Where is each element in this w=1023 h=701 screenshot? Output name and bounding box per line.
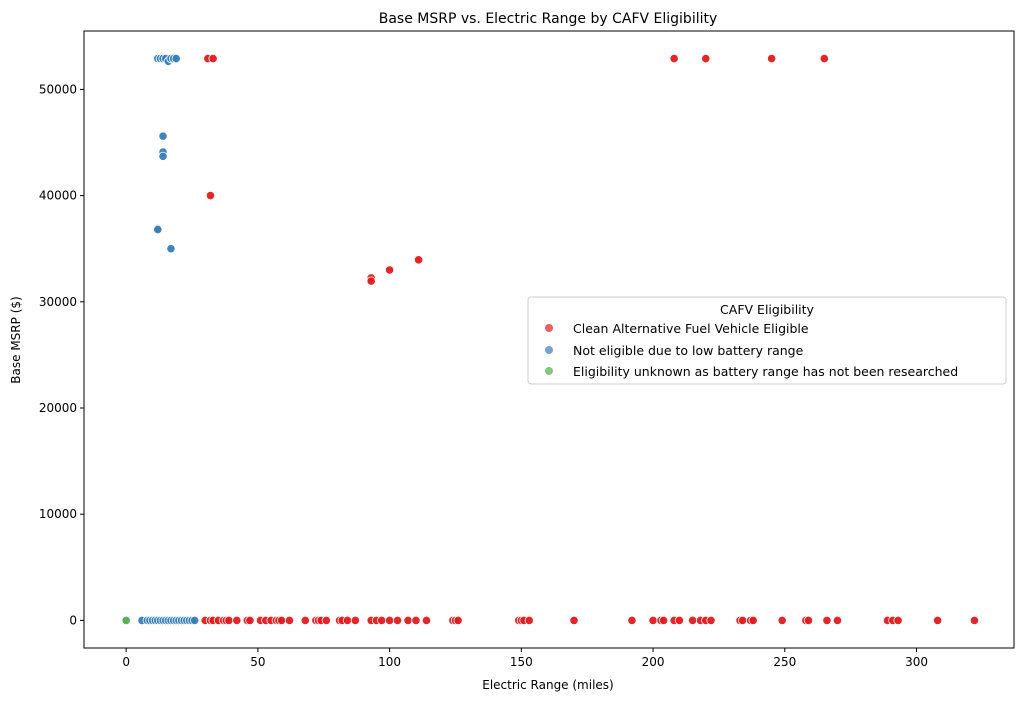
y-axis-label: Base MSRP ($) (9, 296, 23, 383)
y-axis: 0 10000 20000 30000 40000 50000 (39, 82, 84, 627)
data-point-eligible (366, 276, 376, 286)
legend-label-not-eligible: Not eligible due to low battery range (573, 343, 804, 358)
data-point-eligible (385, 265, 395, 275)
y-tick-label: 40000 (39, 189, 77, 203)
legend: CAFV Eligibility Clean Alternative Fuel … (527, 296, 1007, 385)
x-tick-label: 250 (773, 655, 796, 669)
data-point-eligible (342, 615, 353, 625)
data-point-eligible (392, 615, 403, 625)
data-point-eligible (524, 615, 534, 625)
data-point-eligible (300, 615, 310, 625)
data-point-eligible (224, 615, 234, 625)
x-tick-label: 50 (250, 655, 265, 669)
data-point-not-eligible (158, 131, 168, 141)
data-point-eligible (659, 615, 669, 625)
series-eligible (200, 54, 980, 625)
x-tick-label: 0 (122, 655, 130, 669)
legend-marker-eligible (545, 324, 553, 332)
data-point-eligible (276, 615, 287, 625)
series-unknown (121, 615, 131, 625)
data-point-eligible (411, 615, 421, 625)
data-point-eligible (674, 615, 685, 625)
data-point-eligible (803, 615, 814, 625)
data-point-eligible (569, 615, 579, 625)
data-point-eligible (701, 54, 711, 64)
legend-label-eligible: Clean Alternative Fuel Vehicle Eligible (573, 321, 809, 336)
data-point-eligible (377, 615, 387, 625)
data-point-not-eligible (171, 54, 181, 64)
data-point-eligible (208, 54, 218, 64)
legend-entry-not-eligible: Not eligible due to low battery range (545, 343, 804, 358)
legend-marker-not-eligible (545, 346, 553, 354)
data-point-not-eligible (158, 151, 168, 161)
y-tick-label: 10000 (39, 507, 77, 521)
y-tick-label: 20000 (39, 401, 77, 415)
data-point-eligible (893, 615, 903, 625)
data-point-not-eligible (153, 224, 163, 235)
legend-entry-unknown: Eligibility unknown as battery range has… (545, 364, 958, 379)
data-point-eligible (777, 615, 787, 625)
data-point-not-eligible (190, 615, 200, 625)
y-tick-label: 0 (69, 613, 77, 627)
y-tick-label: 50000 (39, 82, 77, 96)
legend-entry-eligible: Clean Alternative Fuel Vehicle Eligible (545, 321, 809, 336)
data-point-eligible (738, 615, 748, 625)
data-point-eligible (969, 615, 980, 625)
data-point-eligible (627, 615, 637, 625)
data-point-eligible (767, 54, 777, 64)
legend-box (527, 296, 1007, 385)
chart-title: Base MSRP vs. Electric Range by CAFV Eli… (379, 11, 718, 27)
data-point-eligible (321, 615, 331, 625)
data-point-eligible (748, 615, 758, 625)
x-tick-label: 200 (642, 655, 665, 669)
legend-title: CAFV Eligibility (720, 302, 814, 317)
plot-points (121, 54, 980, 625)
data-point-eligible (350, 615, 360, 625)
data-point-eligible (822, 615, 832, 625)
data-point-eligible (205, 191, 216, 201)
x-tick-label: 100 (378, 655, 401, 669)
y-tick-label: 30000 (39, 295, 77, 309)
data-point-eligible (669, 54, 679, 64)
data-point-unknown (121, 615, 131, 625)
data-point-eligible (932, 615, 943, 625)
data-point-eligible (413, 255, 424, 265)
data-point-eligible (232, 615, 242, 625)
data-point-eligible (706, 615, 716, 625)
data-point-eligible (648, 615, 658, 625)
series-not-eligible (137, 54, 200, 625)
plot-frame (83, 30, 1015, 649)
x-tick-label: 150 (510, 655, 533, 669)
legend-marker-unknown (545, 367, 553, 375)
x-axis: 0 50 100 150 200 250 300 (122, 648, 928, 669)
data-point-eligible (687, 615, 698, 625)
legend-label-unknown: Eligibility unknown as battery range has… (573, 364, 958, 379)
data-point-eligible (421, 615, 432, 625)
x-axis-label: Electric Range (miles) (482, 678, 613, 692)
data-point-eligible (453, 615, 463, 625)
data-point-eligible (403, 615, 413, 625)
x-tick-label: 300 (905, 655, 928, 669)
data-point-eligible (819, 54, 829, 64)
data-point-eligible (284, 615, 295, 625)
data-point-eligible (385, 615, 395, 625)
data-point-eligible (832, 615, 843, 625)
data-point-eligible (245, 615, 255, 625)
data-point-not-eligible (166, 244, 176, 254)
